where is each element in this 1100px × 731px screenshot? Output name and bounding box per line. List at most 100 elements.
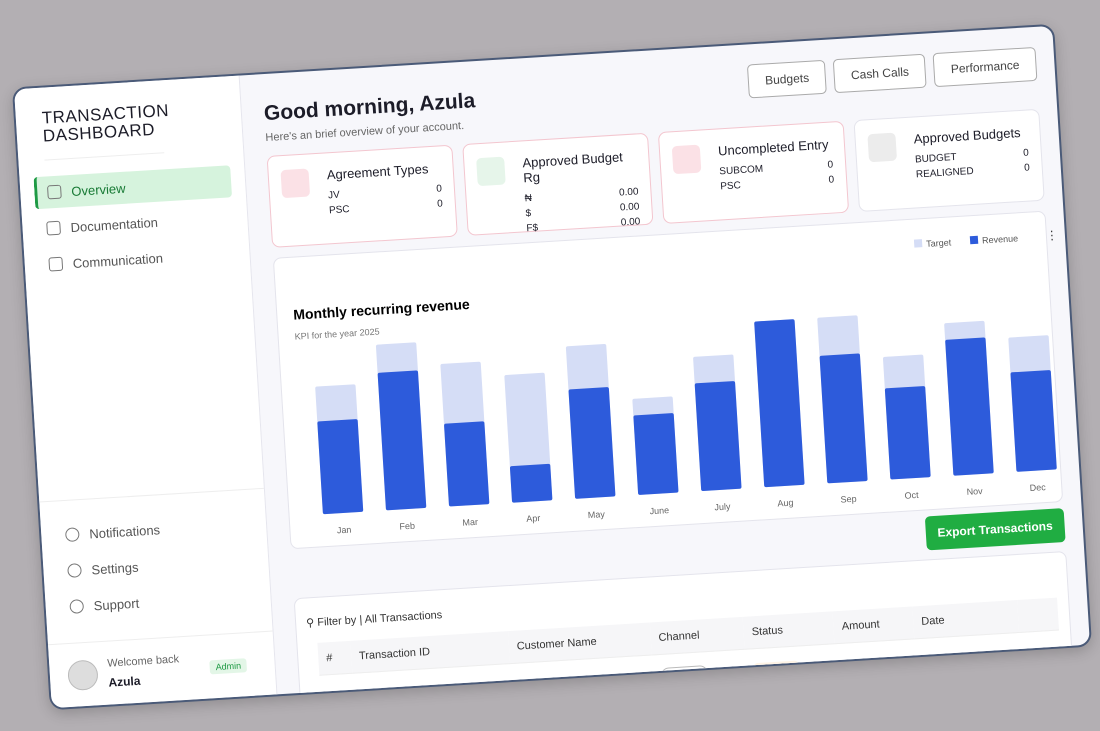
table-cell: 1 [319, 673, 355, 711]
header-button[interactable]: Budgets [747, 59, 828, 99]
card-label: REALIGNED [915, 165, 974, 181]
nav-icon [48, 256, 64, 272]
bar [568, 387, 616, 499]
x-tick-label: Sep [840, 494, 857, 505]
table-cell: ₦6,800 [837, 680, 920, 711]
x-tick-label: Aug [777, 498, 794, 509]
card-title: Uncompleted Entry [717, 136, 829, 159]
card-label: JV [327, 189, 341, 202]
card-icon [671, 144, 702, 175]
header-buttons: Budgets Cash Calls Performance [747, 46, 1038, 99]
menu-dots: ⋮ [1045, 228, 1058, 243]
table-cell: 19/10/2024 [916, 674, 1025, 711]
nav-label: Communication [72, 250, 164, 271]
filter-label: Filter by [316, 614, 357, 629]
table-cell: Transfer [654, 691, 750, 711]
table-cell: 21/10/2024 [914, 632, 1022, 681]
card-label: PSC [328, 204, 350, 217]
card-value: 0 [436, 183, 443, 195]
bar [819, 353, 868, 484]
nav-icon [69, 599, 85, 614]
card-icon [280, 168, 311, 199]
chart-card: Monthly recurring revenue KPI for the yea… [272, 210, 1064, 550]
footer-nav-item[interactable]: Support [59, 580, 258, 624]
channel: Transfer [662, 706, 711, 711]
x-tick-label: Dec [1029, 482, 1046, 493]
summary-card: Uncompleted Entry SUBCOM 0 PSC 0 [657, 120, 850, 224]
status: Pending [756, 701, 802, 711]
nav-icon [64, 527, 80, 543]
summary-card: Approved Budgets BUDGET 0 REALIGNED 0 [853, 108, 1045, 212]
bar [317, 419, 364, 515]
bar [444, 421, 490, 507]
bar [377, 370, 427, 511]
table-cell: Pending [747, 685, 840, 711]
card-value: 0 [827, 159, 834, 171]
x-tick-label: Feb [399, 521, 415, 532]
nav-icon [46, 220, 62, 236]
table-card: ⚲ Filter by | All Transactions # Transact… [293, 550, 1074, 711]
card-value: 0 [1023, 162, 1031, 174]
column-header: Amount [832, 606, 915, 644]
row-actions[interactable]: ⋮ [1021, 671, 1065, 711]
user-name: Azula [107, 673, 141, 690]
nav-label: Support [93, 595, 140, 613]
nav: Overview Documentation Communication [19, 164, 250, 282]
card-value: 0.00 [620, 216, 641, 229]
card-title: Agreement Types [326, 161, 429, 183]
x-tick-label: July [714, 501, 731, 512]
legend-swatch [913, 239, 923, 248]
channel: Transfer [660, 664, 709, 684]
card-label: PSC [719, 180, 742, 193]
table-cell: User One [509, 654, 655, 706]
role: Admin [209, 657, 248, 674]
card-row: PSC 0 [329, 198, 443, 216]
chart-subtitle: KPI for the year 2025 [294, 326, 380, 341]
x-tick-label: Nov [966, 486, 983, 497]
cell-text: 1 [328, 689, 336, 702]
card-icon [867, 132, 898, 163]
cell-text: 121122322345543 [360, 682, 453, 700]
app-window: TRANSACTION DASHBOARD Overview Documentat… [11, 23, 1093, 711]
footer-nav: Notifications Settings Support [39, 487, 272, 629]
brand: TRANSACTION DASHBOARD [41, 101, 170, 161]
legend-label: Revenue [982, 233, 1019, 245]
nav-item[interactable]: Communication [38, 237, 237, 281]
export-button[interactable]: Export Transactions [924, 508, 1066, 551]
card-row: PSC 0 [720, 174, 834, 192]
nav-label: Notifications [88, 521, 161, 542]
card-label: BUDGET [914, 151, 957, 166]
avatar [67, 658, 99, 691]
cell-text: 21/10/2024 [923, 650, 979, 666]
nav-label: Documentation [70, 214, 159, 235]
cell-text: ₦6,800 [846, 697, 883, 711]
nav-icon [67, 563, 82, 578]
card-icon [476, 156, 506, 187]
filter-value: All Transactions [364, 609, 443, 626]
header-button[interactable]: Performance [932, 46, 1038, 88]
bar [884, 386, 931, 480]
summary-card: Approved Budget Rg ₦ 0.00 $0.00 F$ 0.00 [462, 132, 654, 236]
card-label: F$ [526, 222, 539, 235]
bar [509, 463, 553, 503]
status: Pending [753, 659, 800, 677]
user-panel[interactable]: Welcome back Azula Admin [47, 630, 277, 709]
column-header: # [317, 640, 353, 676]
chart: Monthly recurring revenue KPI for the yea… [293, 228, 1058, 536]
summary-card: Agreement Types JV 0 PSC 0 [266, 144, 458, 248]
row-actions[interactable]: ⋮ [1019, 630, 1062, 675]
bar [694, 381, 742, 492]
card-value: 0.00 [619, 201, 640, 214]
table-cell: Pending [744, 643, 838, 692]
card-value: 0 [1022, 147, 1030, 159]
header-button[interactable]: Cash Calls [833, 53, 927, 94]
x-tick-label: Jan [337, 525, 352, 536]
table-cell: Transfer [651, 649, 748, 697]
card-label: ₦ [524, 192, 533, 205]
bar [945, 337, 994, 476]
card-row: REALIGNED 0 [916, 162, 1030, 180]
cell-text: ₦2,500 [843, 656, 880, 671]
card-value: 0.00 [618, 186, 639, 199]
chart-title: Monthly recurring revenue [293, 296, 470, 323]
